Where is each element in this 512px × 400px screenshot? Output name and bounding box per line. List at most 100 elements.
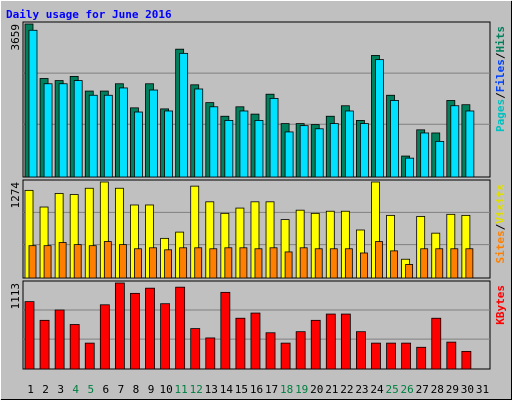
x-tick-label: 29 [446,383,459,396]
bar [356,331,366,370]
bar [254,120,264,178]
bar [446,341,457,370]
y-tick-label: 1113 [9,283,22,310]
bar [134,248,142,279]
legend-entry: Hits [494,26,507,53]
bar [390,100,399,178]
bar [164,110,173,178]
x-tick-label: 15 [235,383,248,396]
bar [401,342,412,370]
bar [58,83,68,178]
bar [314,248,323,279]
bar [344,110,354,178]
bar [224,120,234,178]
x-tick-label: 25 [385,383,398,396]
bar [465,110,475,178]
x-tick-label: 18 [280,383,293,396]
bar [360,252,368,279]
x-tick-label: 9 [148,383,155,396]
bar [250,312,261,370]
x-tick-label: 27 [416,383,429,396]
bar [254,248,263,279]
bar [405,157,415,178]
bar [435,140,445,178]
y-tick-label: 1274 [9,182,22,209]
legend-entry: Pages [494,99,507,132]
bar [390,250,398,279]
x-tick-label: 22 [340,383,353,396]
y-tick-label: 3659 [9,24,22,51]
x-tick-label: 8 [133,383,140,396]
bar [28,29,38,178]
bar [58,242,67,279]
x-tick-label: 14 [220,383,234,396]
bar [299,125,309,178]
bar [405,264,414,279]
bar [194,247,203,279]
x-tick-label: 17 [265,383,278,396]
bar [103,241,112,279]
bar [329,123,339,178]
bar [84,342,95,370]
bar [269,97,279,178]
bar [420,248,429,279]
bar [386,342,396,370]
bar [325,313,336,370]
bar [360,123,369,178]
bar [43,83,53,178]
bar [149,247,157,279]
bar [39,319,50,370]
bar [280,342,291,370]
bar [54,309,65,370]
legend: Pages/Files/Hits [494,26,507,132]
x-tick-label: 31 [476,383,489,396]
legend: KBytes [494,285,507,325]
bar [284,131,294,178]
bar [299,247,308,279]
bar [24,301,35,370]
bar [265,332,276,370]
bar [239,247,248,279]
bar [465,248,474,279]
bar [179,52,189,178]
x-tick-label: 11 [175,383,188,396]
x-tick-label: 24 [370,383,384,396]
x-tick-label: 12 [190,383,203,396]
bar [450,248,459,279]
legend: Sites/Visits [494,184,507,264]
bar [450,105,460,178]
bar [134,111,143,178]
x-tick-label: 4 [72,383,79,396]
x-tick-label: 2 [42,383,49,396]
bar [118,87,128,178]
legend-entry: Sites [494,230,507,263]
bar [149,89,158,178]
x-tick-label: 13 [205,383,218,396]
bar [239,110,249,178]
x-tick-label: 21 [325,383,338,396]
bar [209,106,219,178]
bar [209,248,218,279]
bar [73,244,82,279]
bar [224,247,233,279]
bar [371,342,381,370]
bar [340,313,351,370]
bar [175,286,186,370]
x-tick-label: 16 [250,383,263,396]
bar [99,304,110,370]
bar [130,292,140,370]
bar [435,248,444,279]
bar [190,328,201,370]
bar [420,132,430,178]
legend-entry: / [494,52,507,59]
x-tick-label: 30 [461,383,474,396]
x-tick-label: 20 [310,383,323,396]
x-tick-label: 7 [118,383,125,396]
bar [118,244,127,279]
bar [310,319,321,370]
bar [416,346,427,370]
bar [160,303,170,370]
bar [375,241,383,279]
